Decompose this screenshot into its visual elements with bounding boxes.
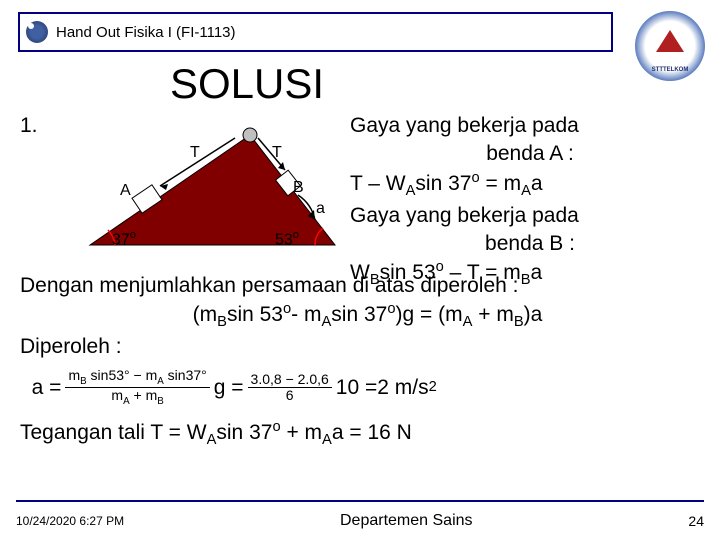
diperoleh: Diperoleh :	[20, 333, 715, 361]
line1: Gaya yang bekerja pada	[350, 112, 710, 140]
label-T2: T	[272, 142, 282, 164]
force-diagram: T T A B a 37o 53o	[80, 120, 350, 255]
problem-number: 1.	[20, 112, 38, 140]
line4: benda B :	[350, 230, 710, 258]
logo-text: STTTELKOM	[652, 67, 689, 73]
sum-line2: (mBsin 53o- mAsin 37o)g = (mA + mB)a	[20, 300, 715, 333]
label-A: A	[120, 180, 131, 202]
header-box: Hand Out Fisika I (FI-1113)	[18, 12, 613, 52]
footer: 10/24/2020 6:27 PM Departemen Sains 24	[16, 512, 704, 530]
footer-datetime: 10/24/2020 6:27 PM	[16, 514, 124, 528]
line2: benda A :	[350, 140, 710, 168]
sum-line1: Dengan menjumlahkan persamaan di atas di…	[20, 272, 715, 300]
header-course: Hand Out Fisika I (FI-1113)	[56, 24, 236, 41]
line3: Gaya yang bekerja pada	[350, 202, 710, 230]
angle-right: 53o	[275, 228, 299, 251]
page-title: SOLUSI	[170, 60, 324, 108]
lower-block: Dengan menjumlahkan persamaan di atas di…	[20, 272, 715, 451]
tension-line: Tegangan tali T = WAsin 37o + mAa = 16 N	[20, 418, 715, 451]
eq-A: T – WAsin 37o = mAa	[350, 169, 710, 202]
label-T1: T	[190, 142, 200, 164]
label-B: B	[293, 177, 304, 199]
footer-divider	[16, 500, 704, 502]
angle-left: 37o	[112, 228, 136, 251]
globe-icon	[26, 21, 48, 43]
body-text-right: Gaya yang bekerja pada benda A : T – WAs…	[350, 112, 710, 291]
footer-dept: Departemen Sains	[340, 512, 473, 530]
label-a: a	[316, 198, 325, 220]
page-number: 24	[688, 513, 704, 529]
a-equation: a = mB sin53° − mA sin37° mA + mB g = 3.…	[20, 368, 715, 408]
institution-logo: STTTELKOM	[630, 6, 710, 86]
